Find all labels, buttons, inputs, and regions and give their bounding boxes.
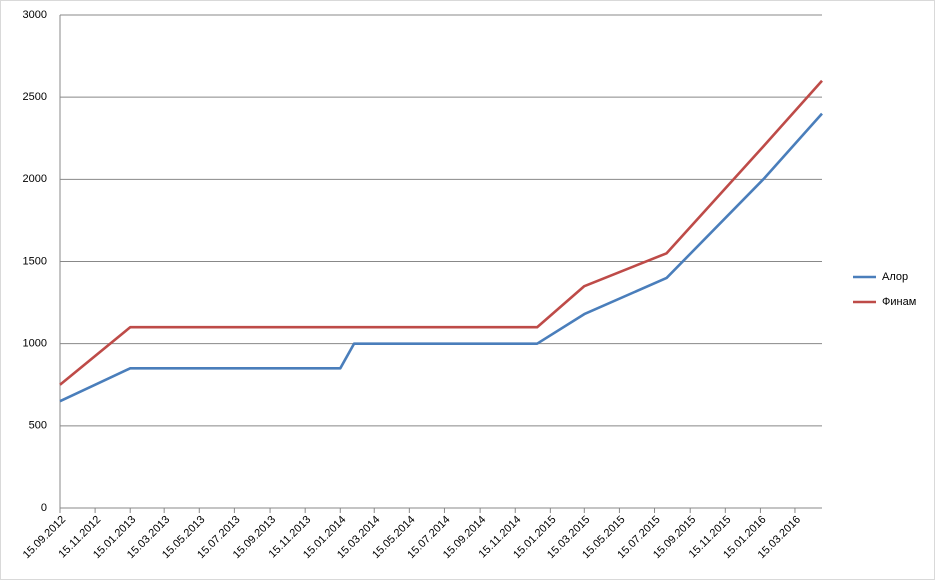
y-tick-label: 2500 xyxy=(23,91,47,103)
y-tick-label: 0 xyxy=(41,502,47,514)
y-tick-label: 500 xyxy=(29,420,47,432)
y-tick-label: 1500 xyxy=(23,255,47,267)
y-tick-label: 3000 xyxy=(23,9,47,21)
series-line xyxy=(59,79,823,386)
legend-label: Финам xyxy=(882,296,916,308)
series-line xyxy=(59,112,823,403)
y-tick-label: 1000 xyxy=(23,338,47,350)
legend-label: Алор xyxy=(882,271,908,283)
y-tick-label: 2000 xyxy=(23,173,47,185)
